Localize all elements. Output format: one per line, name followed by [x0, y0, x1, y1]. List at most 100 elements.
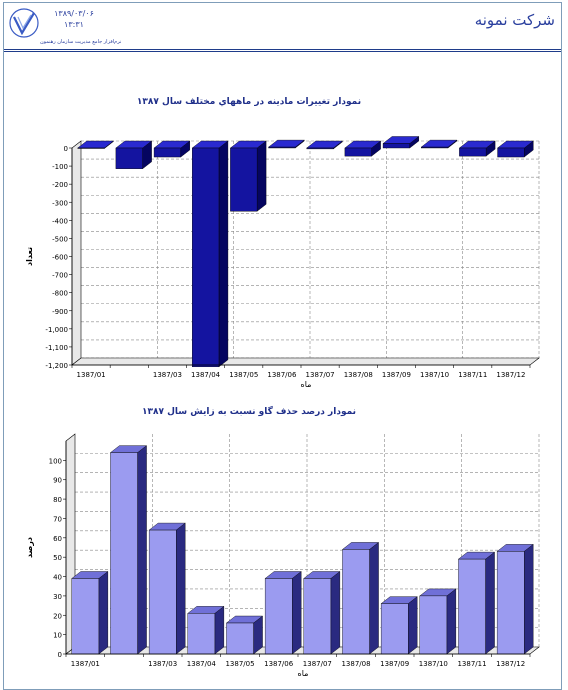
- bar-front: [268, 146, 296, 149]
- x-tick-label: 1387/08: [341, 660, 370, 668]
- x-tick-label: 1387/07: [303, 660, 332, 668]
- y-tick-label: -300: [52, 199, 68, 207]
- report-date: ۱۳۸۹/۰۳/۰۶: [54, 9, 94, 18]
- x-axis-label: ماه: [301, 380, 312, 389]
- bar-1387/08: [344, 140, 382, 157]
- x-tick-label: 1387/05: [225, 660, 254, 668]
- y-tick-label: -200: [52, 181, 68, 189]
- bar-side: [330, 571, 341, 655]
- bar-front: [496, 551, 525, 655]
- x-tick-label: 1387/01: [71, 660, 100, 668]
- plot-floor: [71, 357, 540, 366]
- bar-1387/09: [382, 136, 420, 149]
- y-tick-label: 70: [53, 515, 62, 523]
- y-tick-label: -100: [52, 163, 68, 171]
- bar-side: [175, 522, 186, 655]
- bar-front: [226, 622, 254, 655]
- y-tick-label: -900: [52, 308, 68, 316]
- bar-front: [497, 147, 525, 158]
- y-tick-label: 90: [53, 477, 62, 485]
- bar-front: [153, 147, 181, 158]
- bar-front: [187, 613, 216, 655]
- x-tick-label: 1387/06: [264, 660, 294, 668]
- x-tick-label: 1387/12: [496, 660, 525, 668]
- bar-1387/11: [458, 140, 496, 157]
- bar-side: [98, 571, 109, 655]
- bar-front: [115, 147, 143, 169]
- x-tick-label: 1387/11: [457, 660, 486, 668]
- bar-front: [192, 147, 220, 368]
- header-divider: [4, 51, 561, 52]
- bar-front: [458, 558, 486, 655]
- y-tick-label: -700: [52, 272, 68, 280]
- bar-side: [137, 445, 147, 655]
- bar-side: [408, 596, 418, 655]
- chart-title: نمودار تغییرات مادینه در ماههاي مختلف سا…: [137, 97, 361, 107]
- bar-front: [148, 529, 177, 655]
- y-tick-label: 40: [53, 574, 62, 582]
- y-tick-label: -600: [52, 254, 68, 262]
- chart-monthly-female-change: نمودار تغییرات مادینه در ماههاي مختلف سا…: [25, 97, 540, 389]
- x-tick-label: 1387/05: [229, 371, 258, 379]
- company-name: شرکت نمونه: [474, 11, 555, 29]
- y-tick-label: 20: [53, 612, 62, 620]
- y-axis-label: درصد: [25, 537, 34, 558]
- y-tick-label: -500: [52, 235, 68, 243]
- x-tick-label: 1387/04: [191, 371, 221, 379]
- bar-1387/06: [267, 139, 305, 149]
- x-tick-label: 1387/11: [458, 371, 487, 379]
- bar-front: [459, 147, 487, 157]
- x-tick-label: 1387/03: [153, 371, 182, 379]
- bar-1387/04: [187, 605, 225, 655]
- y-tick-label: 50: [53, 554, 62, 562]
- x-tick-label: 1387/07: [306, 371, 335, 379]
- bar-front: [71, 578, 100, 655]
- bar-side: [214, 605, 225, 655]
- plot-background: [72, 141, 539, 365]
- y-tick-label: -400: [52, 217, 68, 225]
- x-tick-label: 1387/09: [382, 371, 411, 379]
- report-page: ۱۳۸۹/۰۳/۰۶ ۱۳:۳۱ نرم‌افزار جامع مدیریت س…: [3, 2, 562, 690]
- bar-side: [485, 551, 495, 655]
- bar-1387/02: [109, 445, 148, 655]
- bar-front: [303, 578, 332, 655]
- chart-title: نمودار درصد حذف گاو نسبت به زايش سال ۱۳۸…: [142, 405, 356, 417]
- x-tick-label: 1387/01: [77, 371, 106, 379]
- bar-side: [524, 543, 534, 655]
- y-tick-label: -1,100: [45, 344, 68, 352]
- bar-1387/07: [306, 140, 344, 150]
- y-tick-label: 0: [58, 651, 62, 659]
- bar-front: [264, 578, 293, 655]
- report-header: ۱۳۸۹/۰۳/۰۶ ۱۳:۳۱ نرم‌افزار جامع مدیریت س…: [4, 3, 561, 50]
- bar-1387/01: [71, 571, 109, 655]
- report-time: ۱۳:۳۱: [64, 20, 84, 29]
- bar-side: [292, 571, 302, 655]
- bar-front: [230, 147, 258, 212]
- bar-front: [382, 143, 410, 149]
- x-tick-label: 1387/03: [148, 660, 177, 668]
- bar-front: [342, 549, 370, 655]
- x-tick-label: 1387/04: [187, 660, 217, 668]
- bar-front: [306, 147, 334, 150]
- x-tick-label: 1387/09: [380, 660, 409, 668]
- y-axis-label: تعداد: [25, 247, 34, 266]
- y-tick-label: 60: [53, 535, 62, 543]
- bar-1387/09: [380, 596, 418, 655]
- y-tick-label: -800: [52, 290, 68, 298]
- plot-left-wall: [71, 140, 82, 366]
- y-tick-label: 30: [53, 593, 62, 601]
- bar-1387/02: [115, 140, 153, 170]
- bar-front: [380, 603, 409, 655]
- bar-1387/03: [153, 140, 191, 158]
- bar-1387/03: [148, 522, 186, 655]
- software-name: نرم‌افزار جامع مدیریت سازمان رهنمون: [40, 39, 122, 45]
- y-tick-label: 80: [53, 496, 62, 504]
- bar-front: [110, 452, 138, 655]
- bar-front: [419, 595, 448, 655]
- y-tick-label: -1,000: [45, 326, 68, 334]
- bar-1387/11: [457, 551, 496, 655]
- bar-1387/07: [303, 571, 341, 655]
- y-tick-label: 100: [49, 457, 62, 465]
- bar-front: [421, 146, 449, 149]
- bar-side: [369, 542, 379, 655]
